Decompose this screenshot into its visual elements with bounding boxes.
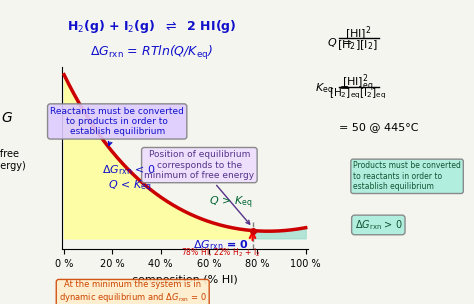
Text: H$_2$(g) + I$_2$(g)  $\rightleftharpoons$  2 HI(g): H$_2$(g) + I$_2$(g) $\rightleftharpoons$… xyxy=(67,18,237,35)
Text: $Q$  =: $Q$ = xyxy=(327,36,353,50)
Text: At the minimum the system is in
dynamic equilibrium and $\Delta G_{\mathrm{rxn}}: At the minimum the system is in dynamic … xyxy=(59,280,207,304)
Text: $\Delta G_{\mathrm{rxn}}$ > 0: $\Delta G_{\mathrm{rxn}}$ > 0 xyxy=(355,218,402,232)
Text: $\Delta G_{\mathrm{rxn}}$ < 0
$Q$ < $K_{\mathrm{eq}}$: $\Delta G_{\mathrm{rxn}}$ < 0 $Q$ < $K_{… xyxy=(102,163,156,195)
Text: $[\mathrm{H}_2]_{\mathrm{eq}}[\mathrm{I}_2]_{\mathrm{eq}}$: $[\mathrm{H}_2]_{\mathrm{eq}}[\mathrm{I}… xyxy=(329,87,386,101)
Text: $G$: $G$ xyxy=(1,111,13,125)
Text: $Q$ > $K_{\mathrm{eq}}$: $Q$ > $K_{\mathrm{eq}}$ xyxy=(209,194,253,211)
X-axis label: composition (% HI): composition (% HI) xyxy=(132,275,238,285)
Text: (free
energy): (free energy) xyxy=(0,149,26,171)
Text: $[\mathrm{HI}]^2$: $[\mathrm{HI}]^2$ xyxy=(345,24,371,43)
Text: $[\mathrm{HI}]^2_{\mathrm{eq}}$: $[\mathrm{HI}]^2_{\mathrm{eq}}$ xyxy=(342,73,374,95)
Text: Reactants must be converted
to products in order to
establish equilibrium: Reactants must be converted to products … xyxy=(50,106,184,145)
Text: $[\mathrm{H}_2][\mathrm{I}_2]$: $[\mathrm{H}_2][\mathrm{I}_2]$ xyxy=(337,38,378,52)
Text: Products must be converted
to reactants in order to
establish equilibrium: Products must be converted to reactants … xyxy=(353,161,461,191)
Text: Position of equilibrium
corresponds to the
minimum of free energy: Position of equilibrium corresponds to t… xyxy=(144,150,255,224)
Text: = 50 @ 445°C: = 50 @ 445°C xyxy=(339,122,419,132)
Text: $\Delta G_{\mathrm{rxn}}$ = 0: $\Delta G_{\mathrm{rxn}}$ = 0 xyxy=(193,238,249,251)
Text: 78% HI, 22% H$_2$ + I$_2$: 78% HI, 22% H$_2$ + I$_2$ xyxy=(182,247,261,259)
Text: $\Delta G_{\mathrm{rxn}}$ = $RT$ln($Q$/$K_{\mathrm{eq}}$): $\Delta G_{\mathrm{rxn}}$ = $RT$ln($Q$/$… xyxy=(90,44,213,62)
Text: $K_{\mathrm{eq}}$  =: $K_{\mathrm{eq}}$ = xyxy=(315,82,350,98)
